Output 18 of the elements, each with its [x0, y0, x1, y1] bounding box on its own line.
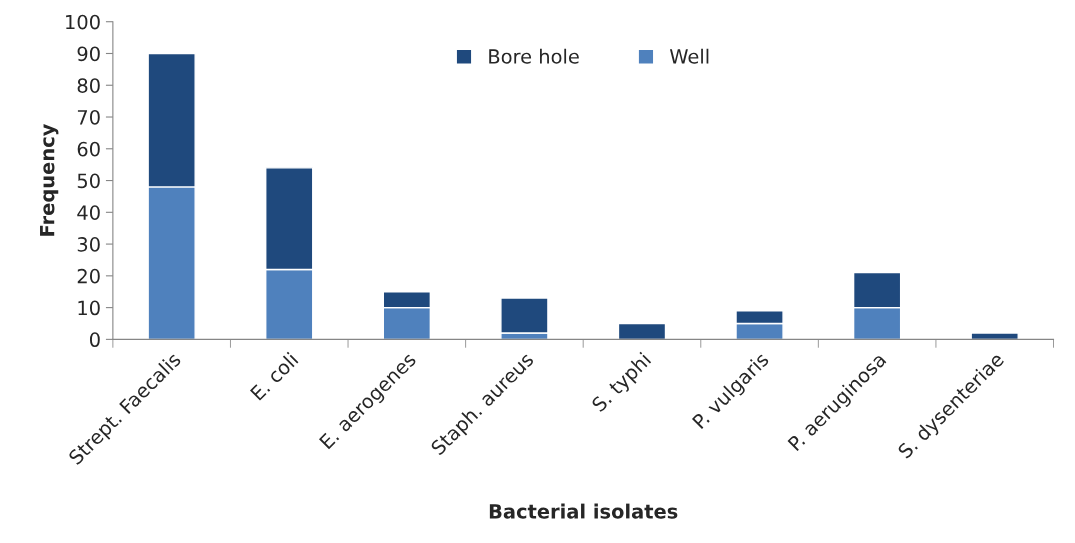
- y-tick-label: 30: [77, 237, 100, 252]
- legend-label: Bore hole: [489, 48, 579, 64]
- y-tick-label: 50: [77, 173, 100, 189]
- bar: [617, 322, 667, 340]
- y-tick-label: 90: [77, 46, 100, 62]
- y-tick-label: 40: [77, 205, 100, 220]
- y-tick-label: 20: [77, 268, 100, 284]
- y-tick-label: 70: [77, 109, 100, 125]
- y-tick-label: 80: [77, 78, 100, 93]
- y-tick-label: 10: [78, 300, 100, 316]
- x-axis-title: Bacterial isolates: [489, 503, 678, 519]
- y-tick-label: 60: [77, 141, 100, 157]
- y-tick-label: 0: [89, 332, 100, 348]
- bar: [970, 332, 1019, 340]
- x-tick-label: E. coli: [249, 351, 299, 401]
- legend-label: Well: [669, 48, 709, 64]
- y-tick-label: 100: [66, 14, 100, 30]
- y-axis-title: Frequency: [40, 123, 59, 236]
